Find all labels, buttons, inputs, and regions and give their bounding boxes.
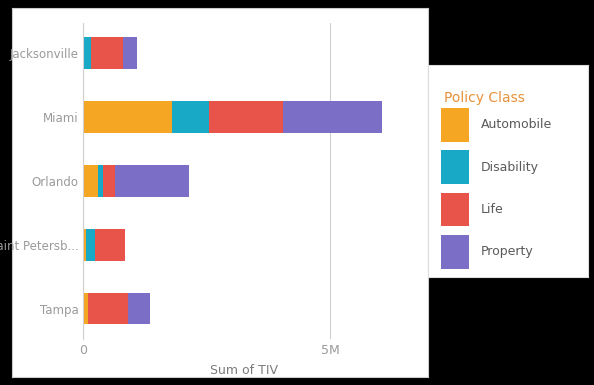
Bar xyxy=(90,37,122,69)
Bar xyxy=(88,293,128,325)
Bar xyxy=(115,165,189,197)
Bar xyxy=(83,165,98,197)
FancyBboxPatch shape xyxy=(441,108,469,142)
Bar xyxy=(98,165,103,197)
Text: Life: Life xyxy=(481,203,503,216)
X-axis label: Sum of TIV: Sum of TIV xyxy=(210,363,277,377)
Bar xyxy=(83,101,172,133)
Bar xyxy=(96,229,125,261)
Bar xyxy=(103,165,115,197)
Bar xyxy=(86,229,96,261)
Bar xyxy=(122,37,137,69)
Text: Property: Property xyxy=(481,245,533,258)
FancyBboxPatch shape xyxy=(441,192,469,226)
Bar xyxy=(83,37,90,69)
Text: Disability: Disability xyxy=(481,161,539,174)
Bar xyxy=(283,101,382,133)
Bar xyxy=(128,293,150,325)
Text: Policy Class: Policy Class xyxy=(444,91,525,105)
FancyBboxPatch shape xyxy=(441,235,469,269)
Bar xyxy=(172,101,209,133)
Bar xyxy=(83,293,88,325)
Bar xyxy=(83,229,86,261)
FancyBboxPatch shape xyxy=(441,150,469,184)
Text: Automobile: Automobile xyxy=(481,118,552,131)
Bar xyxy=(209,101,283,133)
